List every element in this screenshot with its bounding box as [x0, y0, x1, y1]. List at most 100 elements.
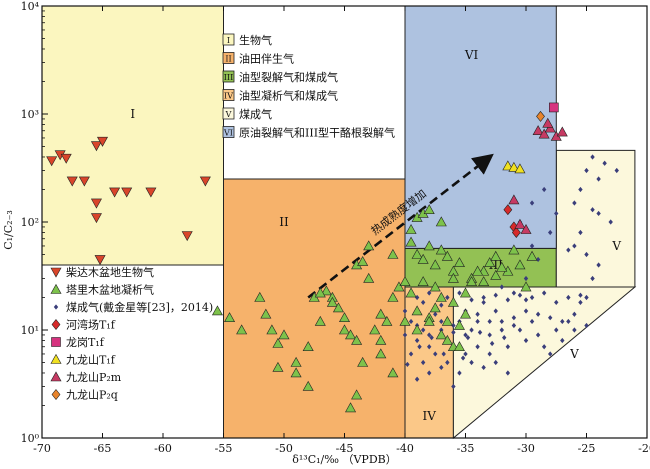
y-tick-label: 10²: [21, 216, 39, 229]
data-point-series-2: [290, 356, 302, 367]
data-point-series-2: [272, 361, 284, 372]
data-point-series-2: [508, 244, 520, 255]
data-point-series-2: [472, 265, 484, 276]
data-point-series-3: [427, 332, 432, 338]
data-point-series-1: [90, 198, 102, 209]
legend-series-label-5: 龙岗T₁f: [66, 336, 105, 349]
data-point-series-3: [417, 344, 422, 350]
data-point-series-3: [560, 337, 565, 344]
data-point-series-2: [314, 287, 326, 298]
legend-swatch-i: [222, 33, 235, 46]
data-point-series-3: [499, 318, 504, 325]
x-tick-label: -30: [517, 442, 535, 455]
data-point-series-2: [290, 367, 302, 378]
data-point-series-3: [439, 318, 444, 325]
data-point-series-2: [314, 315, 326, 326]
data-point-series-3: [572, 200, 577, 206]
data-point-series-2: [363, 240, 375, 251]
data-point-series-1: [121, 187, 133, 198]
data-point-series-2: [405, 224, 417, 234]
data-point-series-1: [199, 176, 211, 187]
legend-marker-series-1: [50, 267, 62, 278]
data-point-series-2: [429, 281, 441, 292]
data-point-series-6: [508, 161, 520, 172]
data-point-series-2: [411, 305, 423, 316]
data-point-series-3: [566, 294, 571, 301]
region-i: [41, 5, 224, 266]
legend-swatch-iv: [222, 89, 235, 101]
legend-label-iii: 油型裂解气和煤成气: [239, 70, 338, 84]
data-point-series-3: [578, 229, 583, 236]
data-point-series-3: [427, 290, 432, 296]
data-point-series-3: [457, 290, 462, 296]
legend-swatch-iii: [222, 70, 235, 83]
data-point-series-3: [535, 332, 541, 338]
data-point-series-7: [514, 218, 526, 229]
y-tick-label: 10³: [21, 108, 39, 121]
x-tick-label: -65: [94, 442, 112, 455]
region-areas: [41, 5, 637, 440]
data-point-series-3: [554, 327, 559, 333]
data-point-series-7: [538, 128, 550, 139]
data-point-series-1: [78, 176, 90, 187]
data-point-series-3: [548, 229, 553, 236]
data-point-series-3: [493, 359, 498, 366]
data-point-series-3: [463, 332, 468, 338]
data-point-series-2: [453, 319, 465, 330]
data-point-series-3: [420, 299, 426, 306]
data-point-series-2: [441, 250, 453, 261]
data-point-series-3: [469, 359, 474, 366]
data-point-series-3: [420, 327, 426, 333]
data-point-series-3: [541, 290, 547, 296]
data-point-series-2: [375, 348, 387, 359]
data-point-series-3: [523, 297, 529, 303]
data-point-series-2: [302, 341, 314, 352]
data-point-series-2: [447, 272, 459, 283]
data-point-series-3: [402, 308, 408, 314]
data-point-series-2: [496, 261, 508, 272]
data-point-series-3: [548, 351, 553, 357]
data-point-series-2: [405, 287, 417, 298]
data-point-series-3: [489, 340, 495, 347]
data-point-series-2: [326, 296, 338, 307]
data-point-series-3: [505, 297, 511, 303]
data-point-series-2: [453, 341, 465, 352]
data-point-series-7: [532, 125, 544, 136]
data-point-series-2: [236, 324, 248, 335]
data-point-series-3: [584, 294, 589, 301]
data-point-series-3: [566, 318, 571, 325]
data-point-series-3: [511, 322, 517, 329]
data-point-series-3: [420, 359, 426, 366]
data-point-series-2: [435, 244, 447, 255]
data-point-series-3: [477, 329, 483, 336]
data-point-series-2: [332, 302, 344, 313]
data-point-series-2: [423, 204, 435, 214]
data-point-series-2: [447, 296, 459, 307]
data-point-series-3: [578, 186, 583, 193]
data-point-series-3: [469, 297, 474, 303]
data-point-series-2: [429, 259, 441, 270]
data-point-series-2: [441, 315, 453, 326]
data-point-series-3: [402, 332, 408, 338]
legend-marker-series-8: [51, 389, 61, 400]
data-point-series-3: [584, 251, 589, 258]
data-point-series-3: [517, 327, 523, 333]
data-point-series-2: [484, 257, 496, 267]
data-point-series-3: [608, 219, 613, 225]
data-point-series-7: [508, 194, 520, 205]
legend-marker-series-6: [50, 353, 62, 364]
data-point-series-3: [566, 247, 571, 253]
data-point-series-2: [254, 291, 266, 302]
data-point-series-3: [584, 322, 589, 329]
legend-series-label-4: 河湾场T₁f: [66, 318, 116, 332]
data-point-series-3: [541, 344, 547, 350]
data-point-series-3: [427, 370, 432, 376]
data-point-series-3: [414, 337, 420, 344]
data-point-series-3: [517, 292, 523, 298]
data-point-series-2: [272, 337, 284, 348]
x-tick-label: -45: [336, 442, 354, 455]
data-point-series-3: [457, 370, 462, 376]
legend-label-vi: 原油裂解气和III型干酪根裂解气: [239, 126, 395, 140]
data-point-series-2: [320, 285, 332, 296]
x-tick-label: -50: [275, 442, 293, 455]
